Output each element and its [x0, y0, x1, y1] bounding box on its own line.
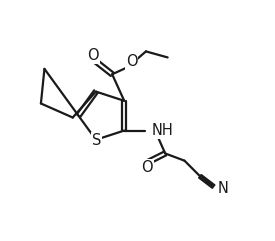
Text: NH: NH — [152, 123, 173, 138]
Text: N: N — [218, 181, 229, 196]
Text: O: O — [87, 48, 99, 63]
Text: O: O — [141, 160, 153, 175]
Text: S: S — [92, 133, 101, 148]
Text: O: O — [126, 54, 138, 69]
